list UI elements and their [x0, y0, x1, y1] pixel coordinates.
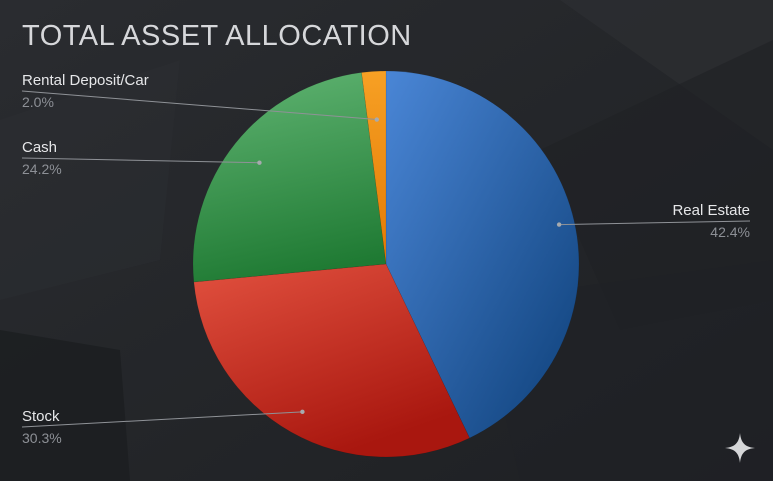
pie-slice-stock: [193, 263, 470, 458]
pie-slice-cash: [192, 72, 387, 283]
slice-value-label: 30.3%: [22, 430, 62, 446]
leader-dot: [374, 117, 380, 122]
leader-line: [559, 220, 751, 226]
slice-value-label: 24.2%: [22, 161, 62, 177]
leader-dot: [300, 409, 305, 415]
leader-dot: [257, 160, 262, 165]
pie-slices: [192, 70, 580, 458]
leader-line: [21, 411, 303, 428]
slice-label: Real Estate: [672, 202, 750, 219]
slice-label: Stock: [22, 408, 60, 425]
pie-labels: Real Estate 42.4% Stock 30.3% Cash 24.2% Renta…: [21, 72, 751, 446]
leader-line: [21, 90, 377, 121]
slice-value-label: 42.4%: [710, 224, 750, 240]
chart-title: TOTAL ASSET ALLOCATION: [22, 20, 412, 52]
slice-label: Rental Deposit/Car: [22, 72, 149, 89]
slice-label: Cash: [22, 139, 57, 156]
leader-dot: [556, 222, 562, 227]
slice-value-label: 2.0%: [22, 94, 54, 110]
sparkle-icon: [725, 433, 755, 463]
pie-slice-real-estate: [385, 70, 580, 439]
leader-line: [21, 157, 260, 164]
